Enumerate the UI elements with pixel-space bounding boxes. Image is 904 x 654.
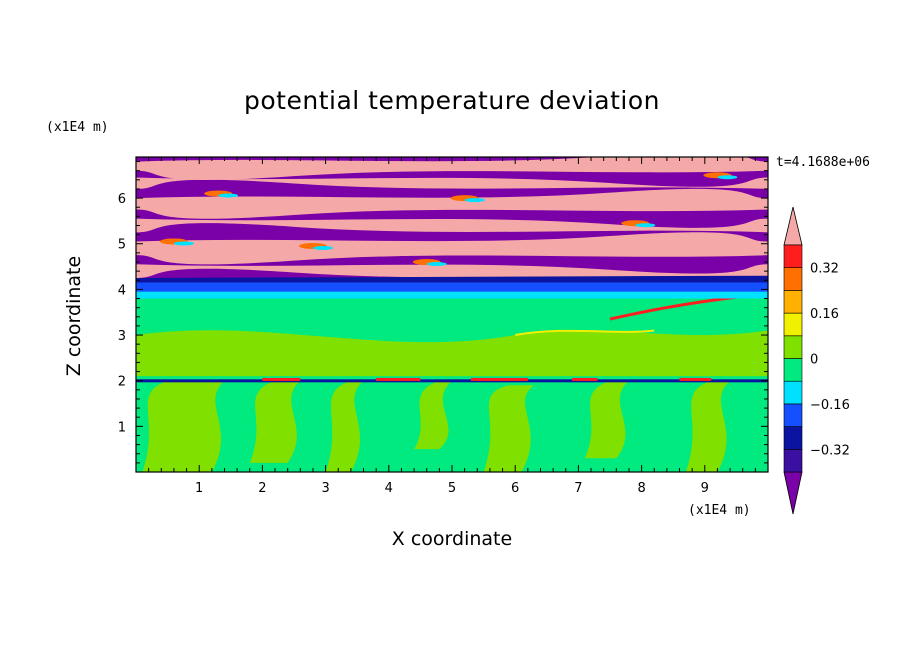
y-tick-label: 2 xyxy=(118,375,126,390)
plume-region xyxy=(685,380,731,472)
colorbar-tick-label: −0.32 xyxy=(810,443,850,458)
colorbar-tick-label: 0.16 xyxy=(810,307,839,322)
interface-line xyxy=(136,379,768,383)
pink-band xyxy=(136,218,768,233)
plume-region xyxy=(414,380,452,450)
filament xyxy=(312,246,333,251)
colorbar-tick-label: −0.16 xyxy=(810,398,850,413)
y-tick-label: 6 xyxy=(118,192,126,207)
lower-layer-base xyxy=(136,296,768,472)
colorbar-swatch xyxy=(783,380,803,405)
interface-warm-patch xyxy=(262,377,301,381)
interface-warm-patch xyxy=(679,377,712,381)
y-tick-label: 1 xyxy=(118,420,126,435)
filament xyxy=(635,223,656,228)
pink-band xyxy=(136,188,768,219)
pink-band xyxy=(136,232,768,265)
x-tick-label: 6 xyxy=(511,481,519,496)
y-tick-label: 4 xyxy=(118,283,126,298)
plume-region xyxy=(325,380,364,472)
colorbar-swatch xyxy=(783,312,803,337)
pink-band xyxy=(136,177,768,189)
y-tick-label: 3 xyxy=(118,329,126,344)
colorbar-swatch xyxy=(783,335,803,359)
colorbar-tick-label: 0.32 xyxy=(810,262,839,277)
interface-warm-patch xyxy=(376,377,421,381)
colorbar-swatch xyxy=(783,290,803,314)
y-axis-unit: (x1E4 m) xyxy=(46,120,109,135)
x-tick-label: 4 xyxy=(385,481,393,496)
filament xyxy=(464,198,485,203)
interface-warm-patch xyxy=(470,377,528,381)
plume-region xyxy=(142,380,225,472)
colorbar: 0.32 0.16 0 −0.16 −0.32 xyxy=(783,206,850,515)
axes: 1 2 3 4 5 6 7 8 9 1 2 3 4 5 6 xyxy=(118,157,769,496)
plume-region xyxy=(249,380,301,463)
y-tick-label: 5 xyxy=(118,238,126,253)
warm-streak xyxy=(515,329,655,337)
plume-region xyxy=(483,385,535,472)
navy-layer xyxy=(136,275,768,283)
colorbar-swatch xyxy=(783,426,803,450)
x-tick-label: 1 xyxy=(195,481,203,496)
x-axis-unit: (x1E4 m) xyxy=(688,503,751,518)
x-tick-label: 2 xyxy=(258,481,266,496)
colorbar-swatch xyxy=(783,403,803,427)
x-axis-label: X coordinate xyxy=(0,528,904,550)
filament xyxy=(173,241,194,246)
filament xyxy=(218,193,239,198)
filament xyxy=(426,262,447,266)
x-tick-label: 8 xyxy=(637,481,645,496)
x-axis-label-text: X coordinate xyxy=(391,528,513,550)
colorbar-high-triangle xyxy=(783,206,803,246)
colorbar-swatch xyxy=(783,448,803,473)
plume-region xyxy=(584,380,629,459)
x-tick-label: 9 xyxy=(701,481,709,496)
chart-title: potential temperature deviation xyxy=(244,86,660,115)
pink-band xyxy=(136,157,768,180)
colorbar-low-triangle xyxy=(783,471,803,515)
mid-band xyxy=(136,330,768,377)
colorbar-swatch xyxy=(783,244,803,269)
x-tick-label: 3 xyxy=(321,481,329,496)
colorbar-tick-label: 0 xyxy=(810,353,818,368)
colorbar-swatch xyxy=(783,267,803,291)
filament xyxy=(717,175,738,180)
contour-field xyxy=(136,157,768,472)
x-tick-label: 5 xyxy=(448,481,456,496)
time-label: t=4.1688e+06 xyxy=(776,155,870,170)
colorbar-swatch xyxy=(783,358,803,382)
transition-cyan xyxy=(136,291,768,299)
x-tick-label: 7 xyxy=(574,481,582,496)
interface-warm-patch xyxy=(572,377,598,381)
pink-band xyxy=(136,264,768,278)
